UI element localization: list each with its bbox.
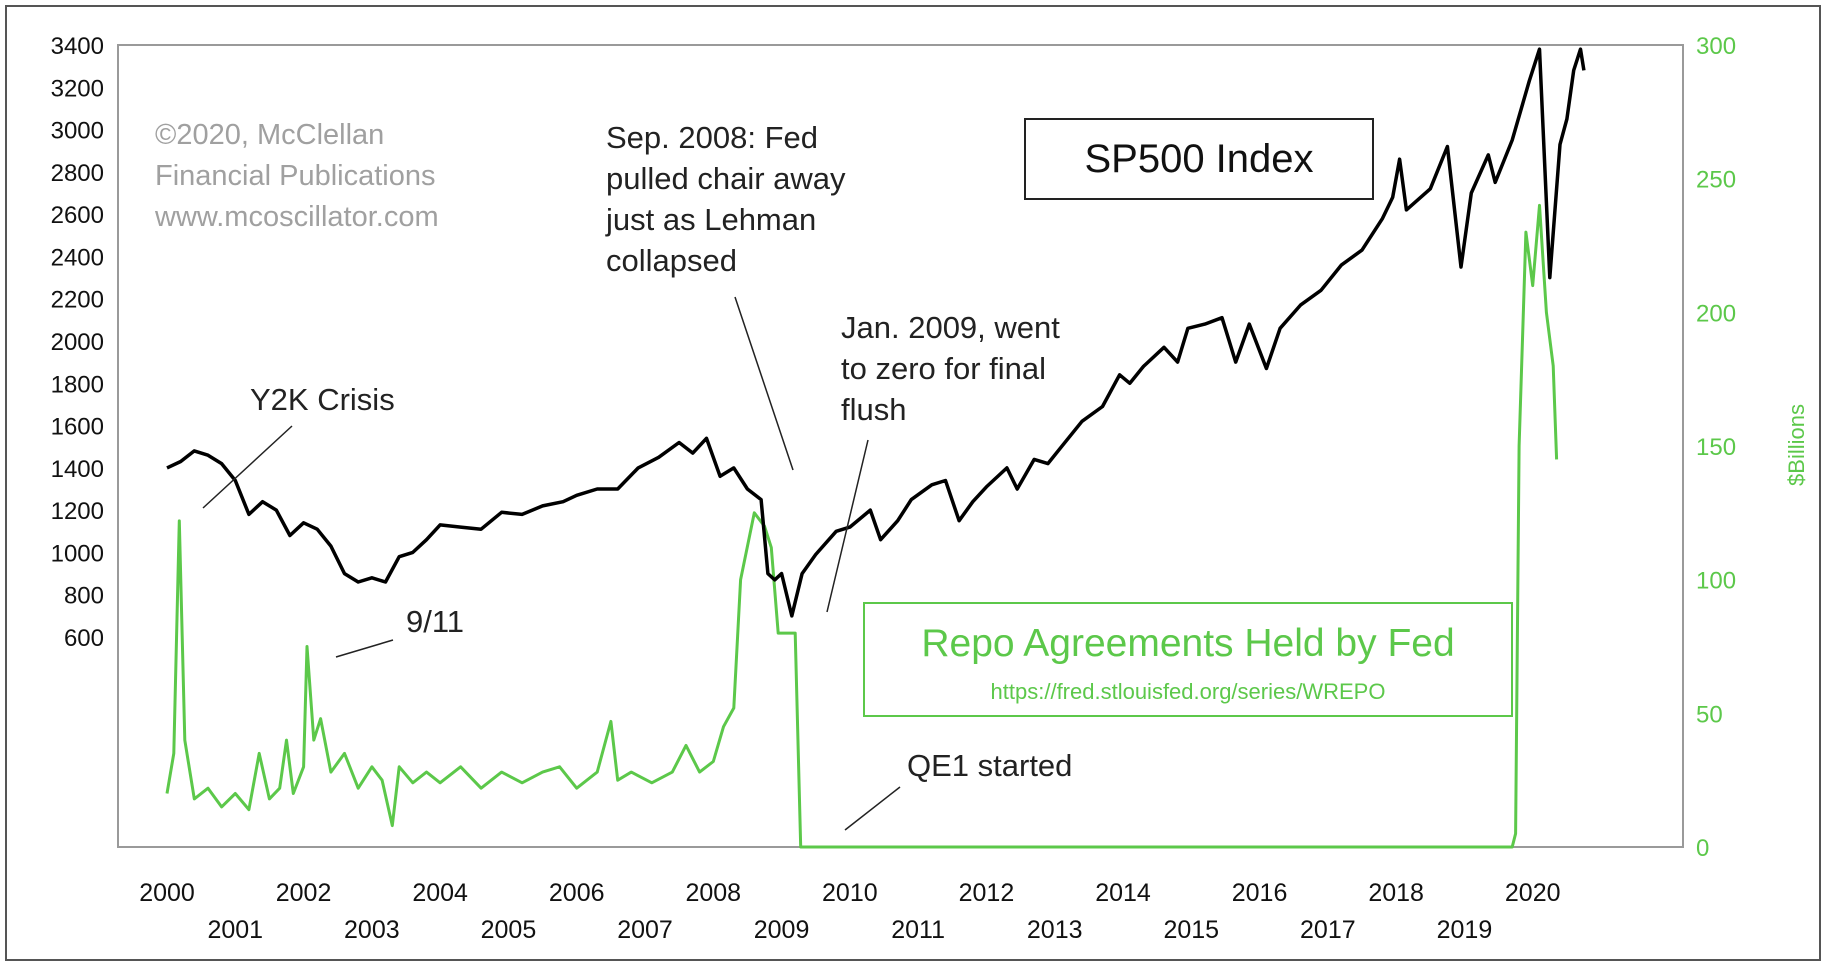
- right-tick-label: 250: [1696, 167, 1736, 194]
- left-tick-label: 2000: [51, 329, 104, 356]
- x-tick-label: 2008: [685, 879, 741, 907]
- annotation-sep-2008-line-1: Sep. 2008: Fed: [606, 120, 818, 155]
- sp500-series-line: [166, 47, 1586, 618]
- x-tick-label: 2005: [481, 916, 537, 944]
- right-tick-label: 300: [1696, 33, 1736, 60]
- credit-line-2: Financial Publications: [155, 160, 435, 192]
- x-tick-label: 2003: [344, 916, 400, 944]
- left-tick-label: 3200: [51, 75, 104, 102]
- right-tick-label: 150: [1696, 434, 1736, 461]
- annotation-jan-2009-line-1: Jan. 2009, went: [841, 310, 1060, 345]
- left-tick-label: 1600: [51, 414, 104, 441]
- right-tick-label: 50: [1696, 701, 1723, 728]
- left-tick-label: 1000: [51, 540, 104, 567]
- x-tick-label: 2007: [617, 916, 673, 944]
- annotation-jan-2009-pointer: [826, 439, 869, 613]
- repo-legend-box: [863, 602, 1513, 717]
- x-tick-label: 2019: [1437, 916, 1493, 944]
- left-axis: 3400 3200 3000 2800 2600 2400 2200 2000 1800 1600…: [51, 33, 104, 652]
- x-tick-label: 2002: [276, 879, 332, 907]
- annotation-sep-2008: Sep. 2008: Fed pulled chair away just as…: [605, 120, 846, 278]
- left-tick-label: 3400: [51, 33, 104, 60]
- left-tick-label: 600: [64, 625, 104, 652]
- x-tick-label: 2014: [1095, 879, 1151, 907]
- x-tick-label: 2009: [754, 916, 810, 944]
- x-tick-label: 2013: [1027, 916, 1083, 944]
- left-tick-label: 1800: [51, 371, 104, 398]
- x-tick-label: 2020: [1505, 879, 1561, 907]
- left-tick-label: 1200: [51, 498, 104, 525]
- x-tick-label: 2015: [1163, 916, 1219, 944]
- right-axis: 300 250 200 150 100 50 0: [1696, 33, 1736, 862]
- annotation-qe1: QE1 started: [907, 748, 1072, 783]
- left-tick-label: 800: [64, 583, 104, 610]
- annotation-sep-2008-pointer: [734, 296, 794, 471]
- annotation-sep-2008-line-4: collapsed: [606, 243, 737, 278]
- annotation-911-pointer: [335, 639, 394, 658]
- right-tick-label: 200: [1696, 300, 1736, 327]
- repo-legend-url: https://fred.stlouisfed.org/series/WREPO: [991, 679, 1386, 704]
- chart-title: SP500 Index: [1084, 137, 1313, 181]
- title-box: [1024, 118, 1374, 200]
- repo-legend-title: Repo Agreements Held by Fed: [921, 622, 1454, 665]
- x-tick-label: 2017: [1300, 916, 1356, 944]
- left-tick-label: 2800: [51, 160, 104, 187]
- annotation-jan-2009-line-3: flush: [841, 392, 906, 427]
- annotation-sep-2008-line-2: pulled chair away: [606, 161, 846, 196]
- annotation-y2k-pointer: [202, 425, 293, 509]
- credit-line-1: ©2020, McClellan: [155, 119, 384, 151]
- x-tick-label: 2001: [207, 916, 263, 944]
- repo-series-line: [165, 203, 1559, 849]
- right-axis-label: $Billions: [1784, 404, 1809, 486]
- annotation-jan-2009: Jan. 2009, went to zero for final flush: [841, 310, 1060, 427]
- annotation-qe1-pointer: [844, 786, 901, 831]
- x-tick-label: 2000: [139, 879, 195, 907]
- annotation-jan-2009-line-2: to zero for final: [841, 351, 1046, 386]
- credit: ©2020, McClellan Financial Publications …: [154, 119, 439, 233]
- x-tick-label: 2011: [891, 916, 945, 944]
- x-tick-label: 2018: [1368, 879, 1424, 907]
- right-tick-label: 100: [1696, 568, 1736, 595]
- left-tick-label: 3000: [51, 118, 104, 145]
- x-tick-label: 2012: [959, 879, 1015, 907]
- left-tick-label: 2600: [51, 202, 104, 229]
- x-tick-label: 2016: [1232, 879, 1288, 907]
- annotation-y2k: Y2K Crisis: [250, 382, 395, 417]
- left-tick-label: 2400: [51, 244, 104, 271]
- x-tick-label: 2004: [412, 879, 468, 907]
- right-tick-label: 0: [1696, 835, 1709, 862]
- annotation-911: 9/11: [406, 604, 464, 639]
- left-tick-label: 2200: [51, 287, 104, 314]
- annotation-sep-2008-line-3: just as Lehman: [605, 202, 816, 237]
- x-tick-label: 2010: [822, 879, 878, 907]
- left-tick-label: 1400: [51, 456, 104, 483]
- series-layer: [165, 47, 1586, 849]
- credit-line-3: www.mcoscillator.com: [154, 201, 439, 233]
- x-axis: 2000 2002 2004 2006 2008 2010 2012 2014 2016 2018…: [139, 879, 1560, 944]
- x-tick-label: 2006: [549, 879, 605, 907]
